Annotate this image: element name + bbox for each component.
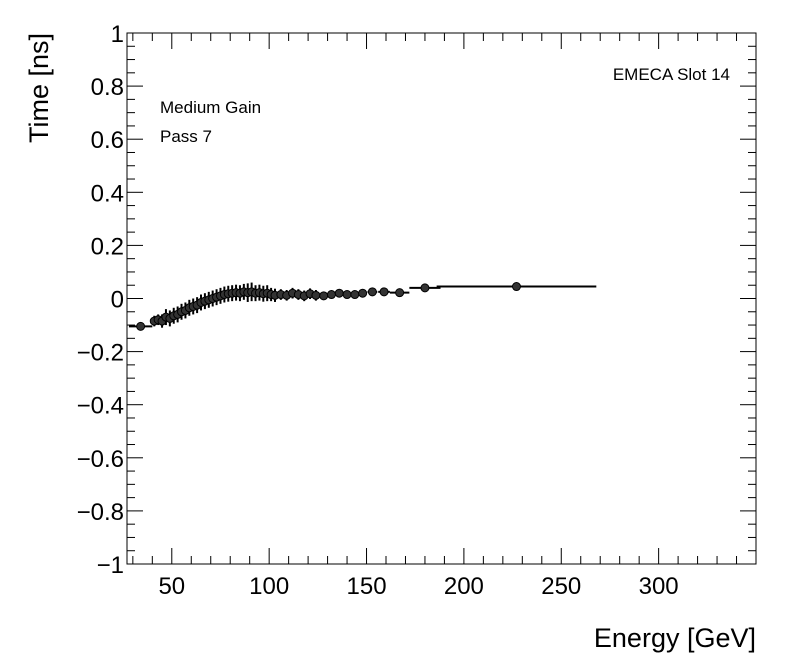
data-point: [128, 321, 153, 331]
data-point: [367, 287, 378, 297]
data-marker: [342, 290, 352, 300]
y-tick-label: −1: [97, 552, 124, 579]
x-axis-tick-labels: 50 100 150 200 250 300: [158, 573, 678, 600]
data-marker: [420, 283, 430, 293]
annotation-slot: EMECA Slot 14: [613, 65, 730, 84]
y-tick-label: −0.6: [77, 446, 124, 473]
data-marker: [379, 287, 389, 297]
data-point: [311, 290, 321, 301]
x-axis-ticks: [132, 33, 757, 564]
data-point: [378, 287, 390, 297]
data-marker: [511, 282, 521, 292]
data-point: [334, 288, 344, 298]
x-tick-label: 200: [444, 573, 484, 600]
y-axis-tick-labels: 1 0.8 0.6 0.4 0.2 0 −0.2 −0.4 −0.6 −0.8 −1: [77, 21, 124, 579]
data-marker: [326, 290, 336, 300]
y-axis-ticks: [127, 32, 756, 565]
data-point: [350, 290, 360, 300]
x-tick-label: 300: [639, 573, 679, 600]
data-marker: [334, 288, 344, 298]
data-marker: [311, 290, 321, 300]
data-series: [128, 282, 597, 331]
data-marker: [367, 287, 377, 297]
y-tick-label: −0.8: [77, 499, 124, 526]
y-tick-label: −0.4: [77, 393, 124, 420]
data-marker: [136, 321, 146, 331]
y-tick-label: 0.8: [91, 74, 124, 101]
x-tick-label: 100: [249, 573, 289, 600]
annotation-gain: Medium Gain: [160, 98, 261, 117]
x-axis-title: Energy [GeV]: [594, 623, 756, 653]
data-marker: [350, 290, 360, 300]
y-tick-label: 0.4: [91, 180, 124, 207]
data-marker: [358, 288, 368, 298]
y-axis-title: Time [ns]: [24, 33, 54, 143]
data-point: [389, 288, 410, 298]
annotation-pass: Pass 7: [160, 127, 212, 146]
data-point: [358, 288, 368, 298]
data-point: [436, 282, 597, 292]
y-tick-label: 0: [111, 287, 124, 314]
data-point: [409, 283, 441, 293]
data-point: [326, 290, 336, 300]
x-tick-label: 250: [541, 573, 581, 600]
data-point: [342, 290, 352, 300]
data-marker: [319, 291, 329, 301]
y-tick-label: −0.2: [77, 340, 124, 367]
y-tick-label: 1: [111, 21, 124, 48]
data-point: [319, 291, 329, 301]
y-tick-label: 0.2: [91, 233, 124, 260]
y-tick-label: 0.6: [91, 127, 124, 154]
data-marker: [395, 288, 405, 298]
x-tick-label: 50: [158, 573, 185, 600]
x-tick-label: 150: [347, 573, 387, 600]
